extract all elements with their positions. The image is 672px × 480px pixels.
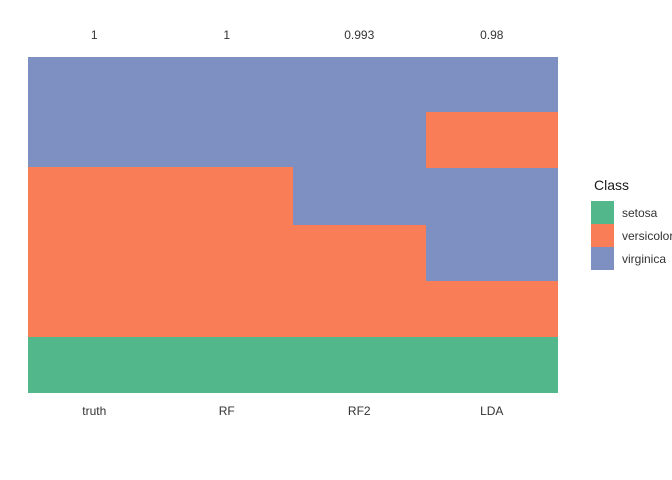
x-axis-label-row: truth RF RF2 LDA [28,404,558,418]
tile-RF-versicolor [160,167,293,337]
tile-RF-virginica [160,57,293,168]
legend-swatch-virginica [591,247,614,270]
legend-label-setosa: setosa [622,205,658,220]
column-RF [160,57,293,393]
column-RF2 [293,57,426,393]
tile-LDA-virginica [425,168,558,282]
accuracy-label-LDA: 0.98 [480,28,504,42]
column-LDA [425,57,558,393]
legend-items: setosa versicolor virginica [591,201,672,270]
tile-RF2-versicolor [293,225,426,337]
x-tick-label-RF: RF [218,404,235,418]
tile-LDA-versicolor [425,281,558,337]
tile-RF-setosa [160,336,293,393]
legend: Class setosa versicolor virginica [591,177,672,270]
accuracy-label-truth: 1 [90,28,98,42]
legend-swatch-versicolor [591,224,614,247]
column-truth [28,57,161,393]
accuracy-label-row: 1 1 0.993 0.98 [28,28,558,42]
tile-RF2-setosa [293,336,426,393]
x-tick-label-truth: truth [82,404,107,418]
tile-truth-setosa [28,336,161,393]
x-tick-label-RF2: RF2 [347,404,371,418]
x-tick-label-LDA: LDA [480,404,504,418]
legend-swatch-setosa [591,201,614,224]
legend-item-versicolor: versicolor [591,224,672,247]
tile-truth-versicolor [28,167,161,337]
plot-panel [28,57,558,393]
tile-LDA-virginica [425,57,558,113]
tile-LDA-versicolor [425,112,558,169]
legend-title: Class [594,177,630,193]
tile-LDA-setosa [425,336,558,393]
legend-item-setosa: setosa [591,201,672,224]
accuracy-label-RF: 1 [223,28,231,42]
legend-label-versicolor: versicolor [622,228,672,243]
tile-RF2-virginica [293,57,426,225]
legend-item-virginica: virginica [591,247,672,270]
accuracy-label-RF2: 0.993 [344,28,375,42]
legend-label-virginica: virginica [622,251,667,266]
tile-truth-virginica [28,57,161,168]
